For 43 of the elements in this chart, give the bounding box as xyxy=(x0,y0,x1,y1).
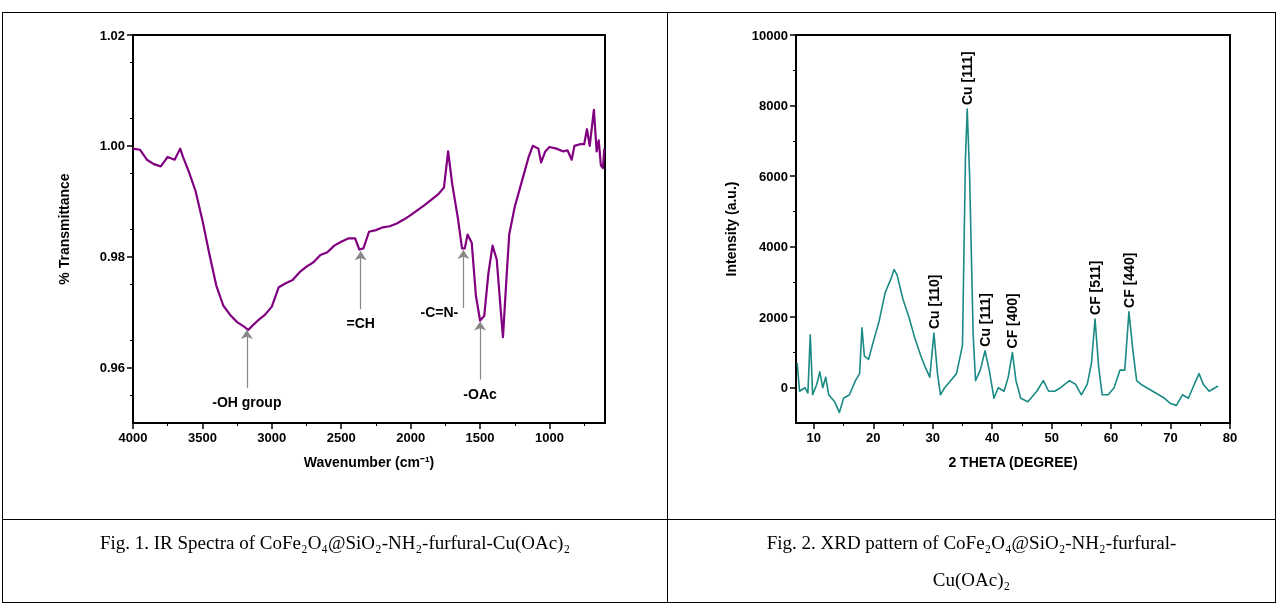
x-tick-label: 2000 xyxy=(396,430,426,445)
y-tick-label: 10000 xyxy=(751,27,788,43)
y-tick-label: 1.02 xyxy=(99,27,125,43)
x-tick-label: 4000 xyxy=(118,430,148,445)
annotation: Cu [111] xyxy=(977,292,994,347)
x-tick-label: 80 xyxy=(1222,430,1238,445)
y-tick-label: 6000 xyxy=(759,168,788,184)
y-tick-label: 0.96 xyxy=(99,360,125,376)
y-tick-label: 2000 xyxy=(759,309,788,325)
y-tick-label: 4000 xyxy=(759,239,788,255)
x-tick-label: 10 xyxy=(806,430,822,445)
y-tick-label: 1.00 xyxy=(99,138,125,154)
x-tick-label: 40 xyxy=(984,430,1000,445)
annotation: CF [400] xyxy=(1004,293,1021,349)
x-tick-label: 1000 xyxy=(535,430,564,445)
annotation: CF [440] xyxy=(1120,252,1137,308)
x-tick-label: 20 xyxy=(866,430,881,445)
x-tick-label: 1500 xyxy=(465,430,495,445)
x-axis-title: 2 THETA (DEGREE) xyxy=(948,454,1078,470)
x-tick-label: 3500 xyxy=(187,430,217,445)
annotation: -OAc xyxy=(463,385,497,402)
x-tick-label: 3000 xyxy=(257,430,287,445)
annotation: -C=N- xyxy=(420,304,459,321)
annotation: Cu [111] xyxy=(959,51,976,106)
annotation: Cu [110] xyxy=(925,274,942,330)
x-axis-title: Wavenumber (cm⁻¹) xyxy=(303,454,435,470)
annotation: =CH xyxy=(346,315,375,332)
x-tick-label: 30 xyxy=(925,430,940,445)
annotation: -OH group xyxy=(212,393,282,410)
text: Fig. 1. IR Spectra of CoFe₂O₄@SiO₂-NH₂-furfural-Cu(OAc)₂ xyxy=(3,520,667,602)
line-series xyxy=(796,108,1219,414)
y-axis-title: % Transmittance xyxy=(56,173,72,285)
x-tick-label: 2500 xyxy=(326,430,356,445)
line-series xyxy=(131,108,606,339)
y-tick-label: 8000 xyxy=(759,98,788,114)
y-tick-label: 0 xyxy=(780,380,788,396)
annotation: CF [511] xyxy=(1087,260,1104,315)
x-tick-label: 60 xyxy=(1103,430,1119,445)
y-tick-label: 0.98 xyxy=(99,249,125,265)
text: Fig. 2. XRD pattern of CoFe₂O₄@SiO₂-NH₂-furfural-Cu(OAc)₂ xyxy=(668,520,1275,602)
x-tick-label: 50 xyxy=(1044,430,1059,445)
y-axis-title: Intensity (a.u.) xyxy=(723,181,739,277)
x-tick-label: 70 xyxy=(1163,430,1178,445)
